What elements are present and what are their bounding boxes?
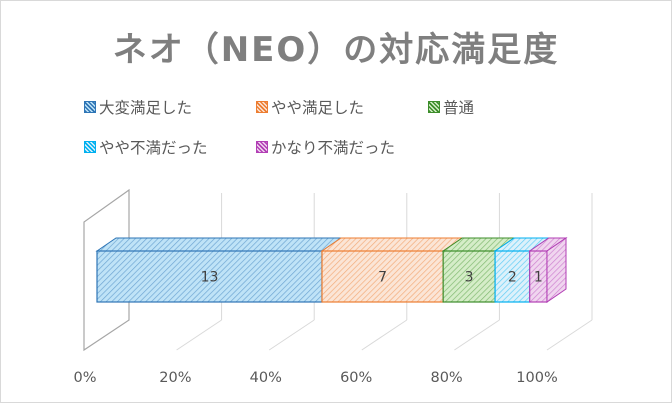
legend-item: かなり不満だった xyxy=(256,136,395,158)
legend-label: やや満足した xyxy=(271,99,365,117)
chart-title: ネオ（NEO）の対応満足度 xyxy=(112,30,560,70)
gridline xyxy=(176,319,222,351)
legend-swatch-very-satisfied xyxy=(84,101,96,113)
bar-stack: 13 7 3 2 1 xyxy=(95,237,568,303)
x-tick-label: 40% xyxy=(250,370,282,386)
data-label: 3 xyxy=(465,270,474,286)
x-axis-ticks: 0% 20% 40% 60% 80% 100% xyxy=(73,370,557,386)
bar-segment: 1 xyxy=(528,237,568,303)
x-tick-label: 100% xyxy=(516,370,557,386)
legend-label: 普通 xyxy=(443,99,475,117)
bar-side xyxy=(546,237,567,303)
data-label: 13 xyxy=(201,270,219,286)
bar-top xyxy=(320,237,464,252)
legend-swatch-very-dissatisfied xyxy=(256,141,268,153)
bar-front xyxy=(321,250,444,303)
x-tick-label: 0% xyxy=(73,370,96,386)
legend-item: 大変満足した xyxy=(84,96,192,118)
gridline xyxy=(454,319,500,351)
data-label: 2 xyxy=(508,270,517,286)
bar-segment: 3 xyxy=(441,237,516,303)
x-tick-label: 80% xyxy=(430,370,462,386)
legend-item: 普通 xyxy=(428,96,474,118)
bar-front xyxy=(494,250,531,303)
legend-swatch-neutral xyxy=(428,101,440,113)
bar-segment: 13 xyxy=(95,237,343,303)
bar-segment: 2 xyxy=(493,237,551,303)
bar-front xyxy=(442,250,496,303)
gridline xyxy=(546,319,593,351)
data-label: 7 xyxy=(378,270,387,286)
legend-item: やや不満だった xyxy=(84,136,208,158)
x-tick-label: 60% xyxy=(340,370,372,386)
legend-label: やや不満だった xyxy=(99,139,208,157)
bar-top xyxy=(95,237,343,252)
gridline xyxy=(361,319,408,351)
legend-swatch-somewhat-dissatisfied xyxy=(84,141,96,153)
legend-label: かなり不満だった xyxy=(271,139,396,157)
bar-segment: 7 xyxy=(320,237,464,303)
gridline xyxy=(268,319,315,351)
bar-front xyxy=(96,250,323,303)
legend-item: やや満足した xyxy=(256,96,364,118)
x-tick-label: 20% xyxy=(159,370,191,386)
legend-label: 大変満足した xyxy=(99,99,193,117)
legend-swatch-somewhat-satisfied xyxy=(256,101,268,113)
data-label: 1 xyxy=(534,270,543,286)
